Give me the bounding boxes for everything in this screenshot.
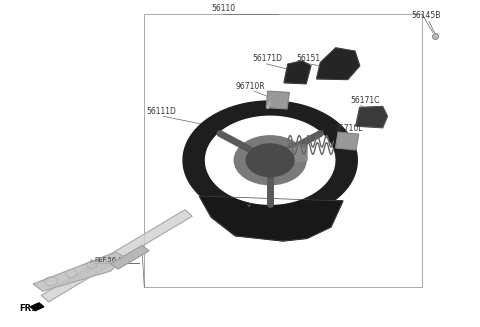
- Polygon shape: [111, 246, 149, 269]
- Polygon shape: [205, 116, 335, 204]
- Polygon shape: [41, 210, 192, 302]
- Text: 56145B: 56145B: [411, 10, 441, 20]
- Polygon shape: [356, 107, 387, 128]
- Polygon shape: [30, 303, 44, 311]
- Polygon shape: [266, 91, 289, 109]
- Polygon shape: [260, 144, 307, 164]
- Bar: [144, 14, 422, 287]
- Text: REF.56-563: REF.56-563: [94, 257, 131, 263]
- Polygon shape: [284, 61, 311, 84]
- Polygon shape: [33, 252, 125, 291]
- Polygon shape: [183, 101, 357, 219]
- Text: 56171D: 56171D: [252, 54, 282, 63]
- Text: 96710L: 96710L: [335, 124, 363, 133]
- Text: 56111D: 56111D: [147, 107, 177, 116]
- Text: 56151: 56151: [297, 54, 321, 62]
- Polygon shape: [199, 196, 343, 241]
- Text: 56110: 56110: [211, 4, 235, 13]
- Circle shape: [246, 144, 294, 177]
- Text: 96710R: 96710R: [235, 81, 265, 91]
- Polygon shape: [317, 48, 360, 79]
- Polygon shape: [336, 132, 359, 150]
- Circle shape: [234, 136, 306, 185]
- Text: 56171C: 56171C: [350, 96, 380, 105]
- Text: 56991C: 56991C: [295, 130, 324, 139]
- Text: FR.: FR.: [19, 304, 35, 313]
- Text: 56130F: 56130F: [250, 194, 278, 202]
